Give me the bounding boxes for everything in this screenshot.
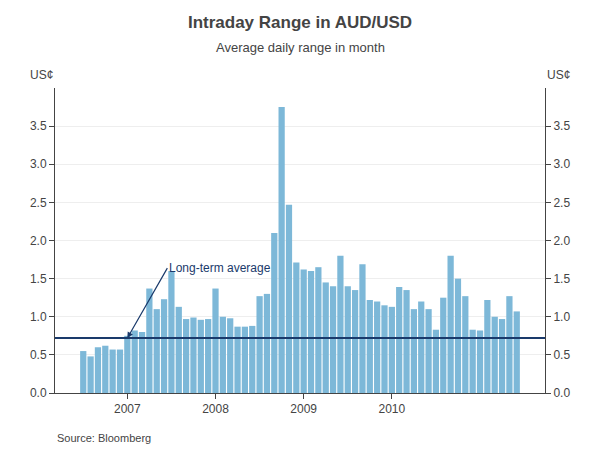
svg-text:1.5: 1.5	[30, 272, 47, 286]
svg-text:Source: Bloomberg: Source: Bloomberg	[57, 432, 151, 444]
svg-text:3.0: 3.0	[30, 157, 47, 171]
svg-text:Average daily range in month: Average daily range in month	[216, 40, 385, 55]
svg-text:2007: 2007	[114, 402, 141, 416]
svg-text:0.5: 0.5	[553, 348, 570, 362]
svg-text:Long-term average: Long-term average	[169, 261, 271, 275]
svg-text:2.0: 2.0	[553, 234, 570, 248]
svg-text:2.5: 2.5	[30, 196, 47, 210]
svg-text:2010: 2010	[378, 402, 405, 416]
svg-text:2009: 2009	[290, 402, 317, 416]
svg-text:0.0: 0.0	[30, 386, 47, 400]
svg-text:US¢: US¢	[547, 68, 570, 82]
svg-text:0.0: 0.0	[553, 386, 570, 400]
svg-text:1.0: 1.0	[30, 310, 47, 324]
svg-text:2.5: 2.5	[553, 196, 570, 210]
svg-text:1.0: 1.0	[553, 310, 570, 324]
svg-text:2008: 2008	[202, 402, 229, 416]
svg-text:0.5: 0.5	[30, 348, 47, 362]
svg-text:1.5: 1.5	[553, 272, 570, 286]
svg-text:Intraday Range in AUD/USD: Intraday Range in AUD/USD	[188, 13, 412, 32]
svg-text:2.0: 2.0	[30, 234, 47, 248]
svg-text:3.0: 3.0	[553, 157, 570, 171]
svg-text:3.5: 3.5	[553, 119, 570, 133]
svg-text:US¢: US¢	[30, 68, 53, 82]
svg-text:3.5: 3.5	[30, 119, 47, 133]
